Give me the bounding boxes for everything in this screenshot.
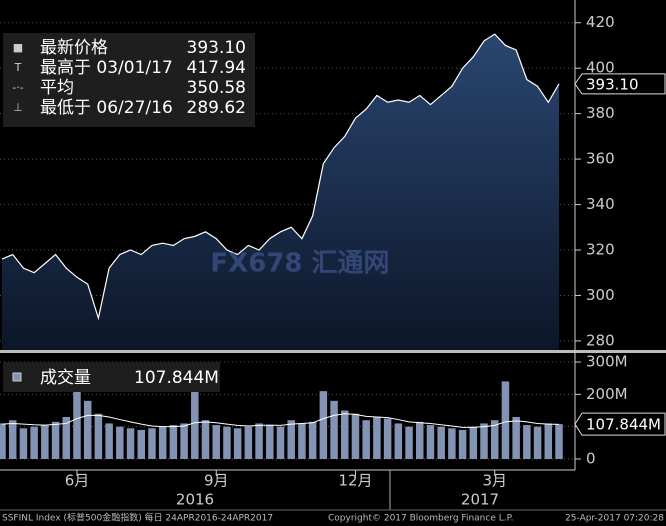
last-label: 107.844M [586, 416, 661, 434]
volume-bar [480, 423, 488, 460]
volume-bar [287, 420, 295, 460]
volume-bar [212, 425, 220, 460]
volume-bar [341, 410, 349, 460]
volume-bar [448, 428, 456, 460]
volume-bar [308, 421, 317, 460]
volume-bar [405, 426, 413, 460]
volume-bar [83, 400, 92, 460]
volume-average [1, 413, 560, 428]
volume-bar [180, 423, 188, 460]
volume-bar [319, 391, 328, 460]
volume-bar [244, 426, 253, 460]
legend-swatch [12, 372, 22, 382]
legend-label: 平均 [40, 78, 74, 98]
volume-bar [19, 428, 28, 460]
legend-symbol: T [14, 61, 22, 74]
volume-bar [266, 425, 274, 460]
volume-bar [126, 428, 135, 460]
legend-value: 107.844M [134, 368, 219, 388]
volume-bar [458, 429, 467, 460]
volume-bar [201, 420, 210, 460]
legend-label: 最高于 03/01/17 [40, 58, 173, 78]
last-tag [574, 412, 666, 436]
y-tick-label: 360 [586, 150, 615, 168]
y-tick-label: 0 [586, 450, 596, 468]
volume-bar [169, 425, 178, 460]
price-line [1, 33, 560, 321]
panel-divider [0, 350, 666, 353]
volume-bar [298, 423, 306, 460]
volume-bar [523, 425, 531, 460]
volume-bar [158, 426, 167, 460]
volume-bar [105, 423, 113, 460]
volume-bar [533, 426, 542, 460]
footer-left: SSFINL Index (标普500金融指数) 每日 24APR2016-24… [2, 512, 273, 524]
volume-bar [223, 426, 231, 460]
volume-bar [351, 413, 360, 460]
volume-bar [555, 424, 563, 460]
volume-bar [30, 426, 38, 460]
footer-right: 25-Apr-2017 07:20:28 [565, 514, 664, 524]
volume-bar [416, 421, 424, 460]
volume-bar [330, 400, 338, 460]
last-tag [574, 73, 666, 95]
footer-center: Copyright© 2017 Bloomberg Finance L.P. [328, 514, 513, 524]
volume-bar [276, 426, 285, 460]
volume-bar [490, 420, 499, 460]
legend-label: 最新价格 [40, 38, 108, 58]
volume-bar [94, 413, 103, 460]
volume-bar [148, 428, 156, 460]
legend-label: 最低于 06/27/16 [40, 98, 173, 118]
y-tick-label: 320 [586, 241, 615, 259]
x-tick-label: 6月 [65, 472, 90, 490]
volume-bar [362, 420, 370, 460]
x-tick-label: 9月 [204, 472, 229, 490]
volume-bar [116, 426, 124, 460]
volume-bar [469, 426, 478, 460]
y-tick-label: 200M [586, 385, 628, 403]
volume-bar [512, 416, 520, 460]
legend-symbol: -·- [12, 81, 23, 94]
year-label: 2017 [461, 491, 499, 509]
year-label: 2016 [176, 491, 214, 509]
volume-bar [191, 384, 199, 460]
price-area [2, 34, 559, 350]
volume-bar [373, 416, 381, 460]
y-tick-label: 420 [586, 13, 615, 31]
last-label: 393.10 [586, 75, 639, 93]
volume-bar [437, 426, 445, 460]
y-tick-label: 340 [586, 195, 615, 213]
legend-label: 成交量 [40, 368, 91, 388]
watermark: FX678 汇通网 [210, 249, 389, 279]
legend-box [3, 362, 220, 392]
legend-value: 393.10 [187, 38, 246, 58]
legend-value: 350.58 [187, 78, 246, 98]
volume-bar [255, 423, 263, 460]
volume-bar [137, 429, 145, 460]
legend-value: 289.62 [187, 98, 246, 118]
x-tick-label: 12月 [338, 472, 372, 490]
y-tick-label: 280 [586, 331, 615, 349]
volume-bar [41, 425, 49, 460]
volume-bar [0, 423, 6, 460]
legend-box [3, 33, 255, 127]
volume-bar [544, 423, 553, 460]
legend-value: 417.94 [187, 58, 246, 78]
y-tick-label: 300M [586, 353, 628, 371]
volume-bar [501, 381, 510, 460]
volume-bar [233, 428, 242, 460]
volume-bar [383, 418, 392, 460]
volume-bar [394, 423, 403, 460]
legend-symbol: ⊥ [13, 101, 23, 114]
y-tick-label: 400 [586, 59, 615, 77]
volume-bar [8, 420, 17, 460]
volume-bar [426, 425, 435, 460]
volume-bar [62, 416, 71, 460]
y-tick-label: 300 [586, 286, 615, 304]
y-tick-label: 380 [586, 104, 615, 122]
x-tick-label: 3月 [482, 472, 507, 490]
volume-bar [51, 421, 60, 460]
legend-symbol: ■ [13, 41, 23, 54]
